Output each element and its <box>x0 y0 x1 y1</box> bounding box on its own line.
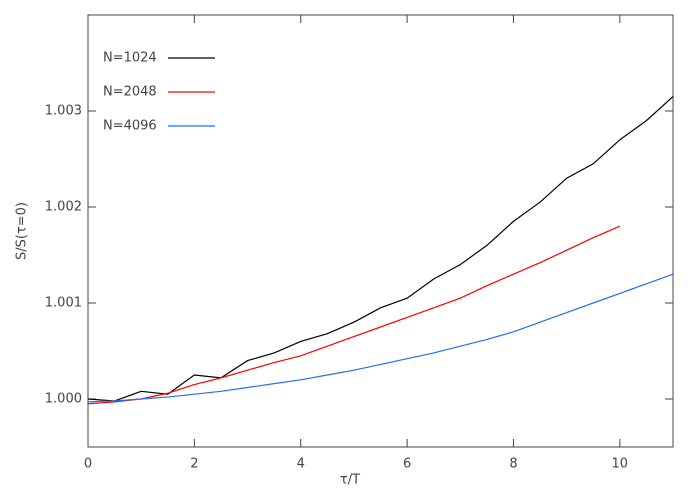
x-tick-label: 6 <box>403 457 411 472</box>
y-tick-label: 1.002 <box>45 200 82 215</box>
y-tick-label: 1.003 <box>45 104 82 119</box>
data-line <box>87 225 621 405</box>
data-line <box>87 273 674 403</box>
x-tick-label: 10 <box>612 457 629 472</box>
plot-frame <box>87 14 674 448</box>
legend-label: N=2048 <box>103 85 157 100</box>
data-line <box>87 96 674 402</box>
x-tick-label: 0 <box>84 457 92 472</box>
legend-label: N=4096 <box>103 119 157 134</box>
x-axis-label: τ/T <box>340 473 360 488</box>
y-tick-label: 1.000 <box>45 392 82 407</box>
x-tick-label: 8 <box>509 457 517 472</box>
legend-label: N=1024 <box>103 51 157 66</box>
y-tick-label: 1.001 <box>45 296 82 311</box>
x-tick-label: 2 <box>190 457 198 472</box>
x-tick-label: 4 <box>297 457 305 472</box>
y-axis-label: S/S(τ=0) <box>15 202 30 260</box>
